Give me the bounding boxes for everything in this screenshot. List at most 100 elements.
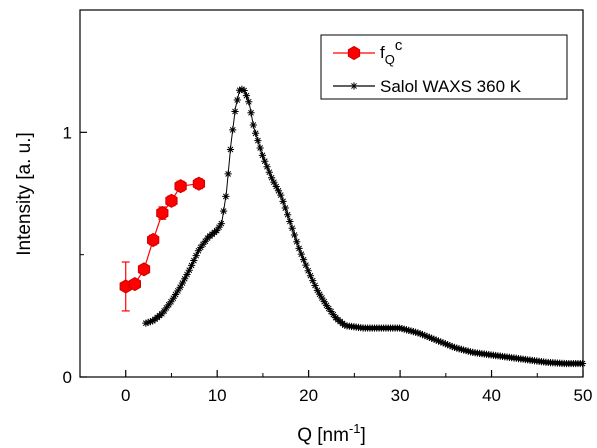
salol-point (409, 328, 417, 336)
salol-point (578, 359, 587, 368)
y-tick-label: 0 (63, 368, 72, 387)
salol-point (187, 261, 196, 270)
x-tick-label: 30 (391, 386, 410, 405)
salol-point (162, 304, 171, 312)
x-axis-ticks: 0 10 20 30 40 50 (79, 370, 593, 405)
y-axis-ticks: 01 (63, 9, 87, 387)
salol-point (284, 211, 292, 219)
salol-point (329, 311, 337, 319)
salol-point (144, 318, 152, 327)
salol-point (215, 223, 223, 231)
salol-point (416, 330, 424, 338)
legend-marker-salol (350, 82, 358, 90)
salol-point (185, 266, 193, 274)
salol-point (304, 267, 312, 275)
salol-point (313, 286, 321, 294)
salol-point (430, 335, 438, 343)
salol-point (238, 85, 246, 93)
salol-point (197, 243, 205, 251)
y-tick-label: 1 (63, 123, 72, 142)
salol-point (325, 304, 333, 313)
salol-point (274, 187, 283, 195)
salol-point (320, 298, 328, 306)
salol-point (407, 327, 415, 335)
salol-point (306, 272, 315, 280)
salol-point (425, 333, 433, 341)
salol-point (229, 126, 237, 134)
fqc-point (156, 205, 169, 221)
salol-point (272, 182, 280, 191)
salol-point (288, 224, 296, 232)
series-salol-waxs (142, 85, 587, 368)
salol-point (213, 226, 221, 235)
salol-point (290, 231, 299, 239)
fqc-point (165, 193, 178, 208)
salol-point (460, 346, 468, 354)
salol-point (448, 342, 456, 351)
salol-point (240, 86, 248, 95)
salol-point (437, 338, 445, 346)
salol-point (311, 281, 319, 290)
salol-point (453, 344, 461, 352)
salol-point (439, 339, 447, 347)
salol-point (434, 337, 443, 345)
x-tick-label: 0 (121, 386, 130, 405)
salol-point (295, 244, 303, 253)
salol-point (270, 178, 278, 186)
fqc-point (128, 276, 141, 292)
salol-point (302, 261, 310, 269)
salol-point (254, 137, 262, 145)
salol-point (190, 256, 198, 265)
salol-point (258, 151, 267, 159)
salol-point (217, 219, 225, 228)
legend-label-fqc: fQc (380, 37, 403, 67)
salol-point (165, 301, 173, 309)
salol-point (174, 287, 182, 295)
legend-label-salol: Salol WAXS 360 K (380, 77, 522, 96)
salol-point (251, 129, 260, 137)
salol-point (199, 240, 207, 248)
salol-point (194, 247, 203, 255)
salol-point (398, 324, 406, 333)
salol-point (181, 275, 189, 283)
salol-point (423, 332, 431, 341)
salol-point (235, 86, 244, 94)
y-axis-title: Intensity [a. u.] (14, 132, 35, 256)
salol-point (421, 331, 429, 340)
salol-point (293, 238, 301, 246)
fqc-point (137, 262, 151, 277)
salol-point (277, 191, 285, 199)
salol-point (318, 294, 326, 302)
salol-point (224, 170, 232, 178)
salol-point (441, 340, 449, 348)
salol-point (267, 174, 276, 182)
salol-point (178, 279, 187, 287)
salol-point (286, 217, 294, 226)
legend-star-mark (350, 82, 358, 90)
salol-point (466, 348, 475, 356)
salol-point (418, 331, 427, 339)
salol-point (414, 329, 422, 337)
salol-point (405, 326, 413, 334)
salol-point (316, 290, 324, 298)
salol-point (309, 277, 317, 285)
salol-point (428, 334, 436, 342)
salol-point (176, 283, 184, 291)
salol-point (455, 345, 463, 353)
salol-point (444, 341, 452, 349)
salol-point (432, 336, 440, 344)
salol-point (457, 345, 465, 353)
x-tick-label: 50 (574, 386, 593, 405)
salol-point (247, 109, 255, 117)
salol-point (327, 307, 335, 316)
salol-point (256, 144, 264, 152)
salol-point (226, 145, 235, 154)
salol-point (446, 342, 454, 350)
salol-point (249, 121, 257, 129)
salol-point (222, 192, 230, 201)
salol-point (300, 256, 308, 264)
fqc-point (174, 179, 187, 194)
salol-point (279, 197, 287, 205)
x-axis-title: Q [nm-1] (297, 421, 366, 446)
salol-point (171, 290, 180, 299)
